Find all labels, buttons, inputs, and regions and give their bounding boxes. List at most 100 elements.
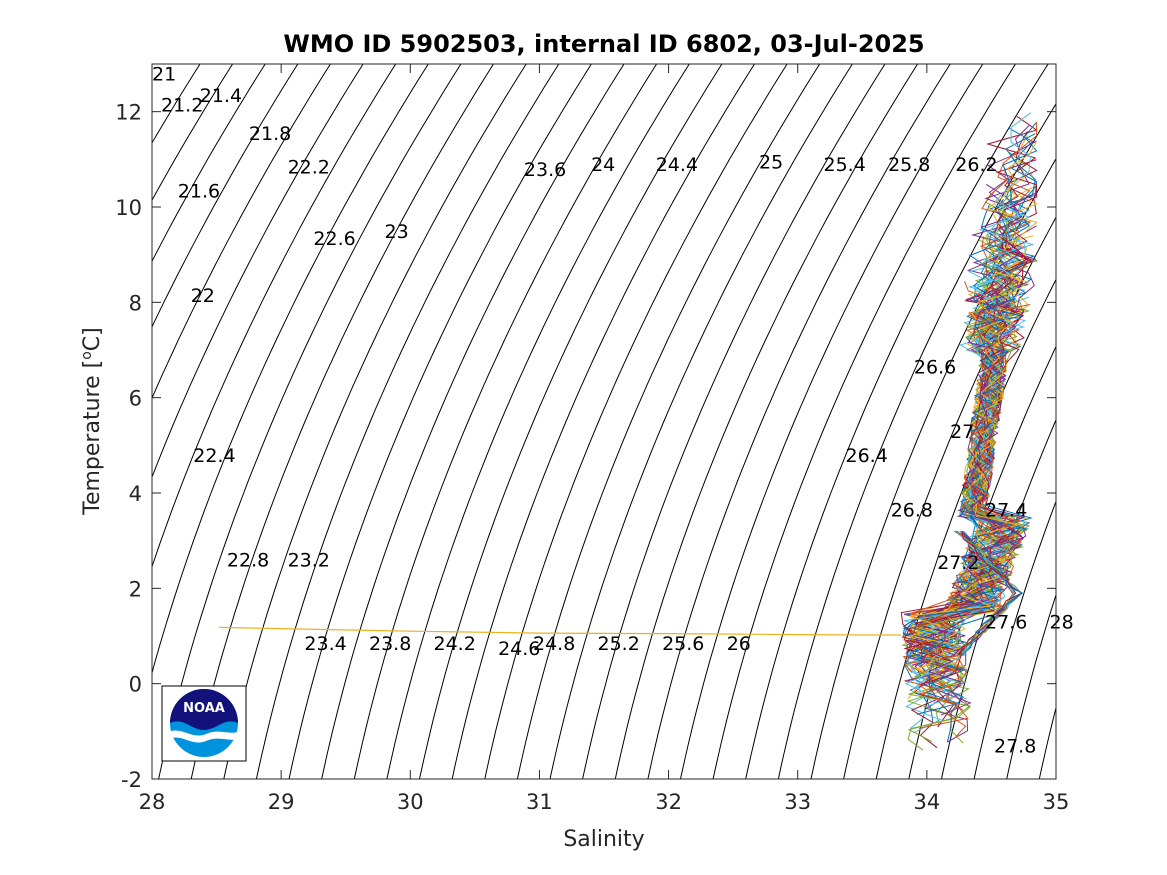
density-contour xyxy=(810,157,1056,779)
y-tick-label: 12 xyxy=(115,101,142,125)
contour-label: 21.2 xyxy=(161,95,203,117)
contour-labels: 21 21.221.4 21.6 21.8 22 22.2 22.4 22.6 22.8 23 23… xyxy=(152,64,1074,758)
contour-label: 26.2 xyxy=(955,154,997,176)
ts-profile-line xyxy=(927,290,1025,703)
density-contour xyxy=(647,64,951,779)
density-contour xyxy=(386,64,690,779)
density-contour xyxy=(152,64,266,263)
y-axis-label-degree: o xyxy=(79,351,95,360)
y-tick-label: 6 xyxy=(129,387,142,411)
contour-label: 22.6 xyxy=(313,228,355,250)
density-contour xyxy=(152,64,397,569)
contour-label: 25.2 xyxy=(598,633,640,655)
density-contour xyxy=(152,64,331,400)
ts-profiles xyxy=(219,112,1038,751)
y-tick-label: 2 xyxy=(129,577,142,601)
contour-label: 26.6 xyxy=(914,357,956,379)
density-contour xyxy=(1038,705,1056,779)
x-tick-label: 28 xyxy=(139,790,166,814)
ts-profile-line xyxy=(908,271,1030,678)
contour-label: 24.2 xyxy=(434,633,476,655)
contour-label: 25.4 xyxy=(824,154,866,176)
density-contour xyxy=(582,64,886,779)
contour-label: 24.4 xyxy=(656,154,698,176)
contour-label: 24.6 xyxy=(498,638,540,660)
contour-label: 22.2 xyxy=(288,157,330,179)
x-tick-label: 34 xyxy=(913,790,940,814)
contour-label: 25 xyxy=(759,152,783,174)
noaa-logo-text: NOAA xyxy=(183,701,225,716)
density-contour xyxy=(419,64,723,779)
x-tick-label: 35 xyxy=(1043,790,1070,814)
density-contour xyxy=(152,64,234,202)
density-contour xyxy=(973,500,1056,779)
y-tick-label: -2 xyxy=(121,768,142,792)
density-contour xyxy=(321,64,625,779)
density-contour xyxy=(190,64,494,779)
contour-label: 24.8 xyxy=(533,633,575,655)
contour-label: 25.6 xyxy=(662,633,704,655)
contour-label: 27.4 xyxy=(985,500,1027,522)
y-axis-label-unit: C] xyxy=(80,327,105,351)
density-contour xyxy=(484,64,788,779)
density-contour xyxy=(745,64,1049,779)
contour-label: 26.8 xyxy=(891,500,933,522)
y-axis-label-main: Temperature [ xyxy=(80,360,105,516)
density-contour xyxy=(255,64,560,779)
density-contour xyxy=(353,64,658,779)
contour-label: 25.8 xyxy=(888,154,930,176)
contour-label: 22.8 xyxy=(227,550,269,572)
ts-profile-line xyxy=(904,112,1035,699)
contour-label: 21 xyxy=(152,64,176,86)
contour-label: 23.4 xyxy=(304,633,346,655)
ts-profile-line xyxy=(904,192,1037,682)
density-contours xyxy=(152,64,1056,779)
contour-label: 27.8 xyxy=(994,736,1036,758)
contour-label: 26.4 xyxy=(846,445,888,467)
density-contour xyxy=(549,64,853,779)
contour-label: 27.6 xyxy=(985,612,1027,634)
density-contour xyxy=(223,64,527,779)
density-contour xyxy=(288,64,592,779)
y-axis-label: Temperature [oC] xyxy=(79,327,105,515)
contour-label: 26 xyxy=(727,633,751,655)
contour-label: 27.2 xyxy=(937,552,979,574)
contour-label: 28 xyxy=(1050,612,1074,634)
density-contour xyxy=(516,64,821,779)
density-contour xyxy=(1006,593,1056,779)
density-contour xyxy=(843,216,1056,779)
contour-label: 23.8 xyxy=(369,633,411,655)
surface-outlier-line xyxy=(219,626,901,636)
contour-label: 21.6 xyxy=(178,180,220,202)
ts-profile-line xyxy=(900,269,1024,728)
density-contour xyxy=(152,64,299,328)
density-contour xyxy=(614,64,919,779)
contour-label: 24 xyxy=(591,154,615,176)
contour-label: 22.4 xyxy=(193,445,235,467)
noaa-logo-upper xyxy=(170,689,238,730)
ts-profile-line xyxy=(954,530,1015,656)
y-tick-label: 10 xyxy=(115,196,142,220)
x-axis-label: Salinity xyxy=(563,827,644,852)
noaa-logo-wave xyxy=(168,730,242,743)
x-tick-label: 31 xyxy=(526,790,553,814)
density-contour xyxy=(451,64,755,779)
noaa-logo: NOAA xyxy=(161,685,247,762)
contour-label: 21.4 xyxy=(200,85,242,107)
plot-area-frame xyxy=(151,63,1057,780)
contour-label: 23.2 xyxy=(288,550,330,572)
contour-label: 21.8 xyxy=(249,123,291,145)
x-tick-label: 29 xyxy=(268,790,295,814)
y-tick-label: 0 xyxy=(129,673,142,697)
contour-label: 27 xyxy=(950,421,974,443)
contour-label: 23.6 xyxy=(524,159,566,181)
density-contour xyxy=(158,64,462,779)
density-contour xyxy=(680,64,984,779)
contour-label: 22 xyxy=(191,285,215,307)
ts-profile-line xyxy=(961,530,1024,656)
x-tick-label: 33 xyxy=(784,790,811,814)
y-tick-label: 8 xyxy=(129,291,142,315)
density-contour xyxy=(941,418,1056,779)
